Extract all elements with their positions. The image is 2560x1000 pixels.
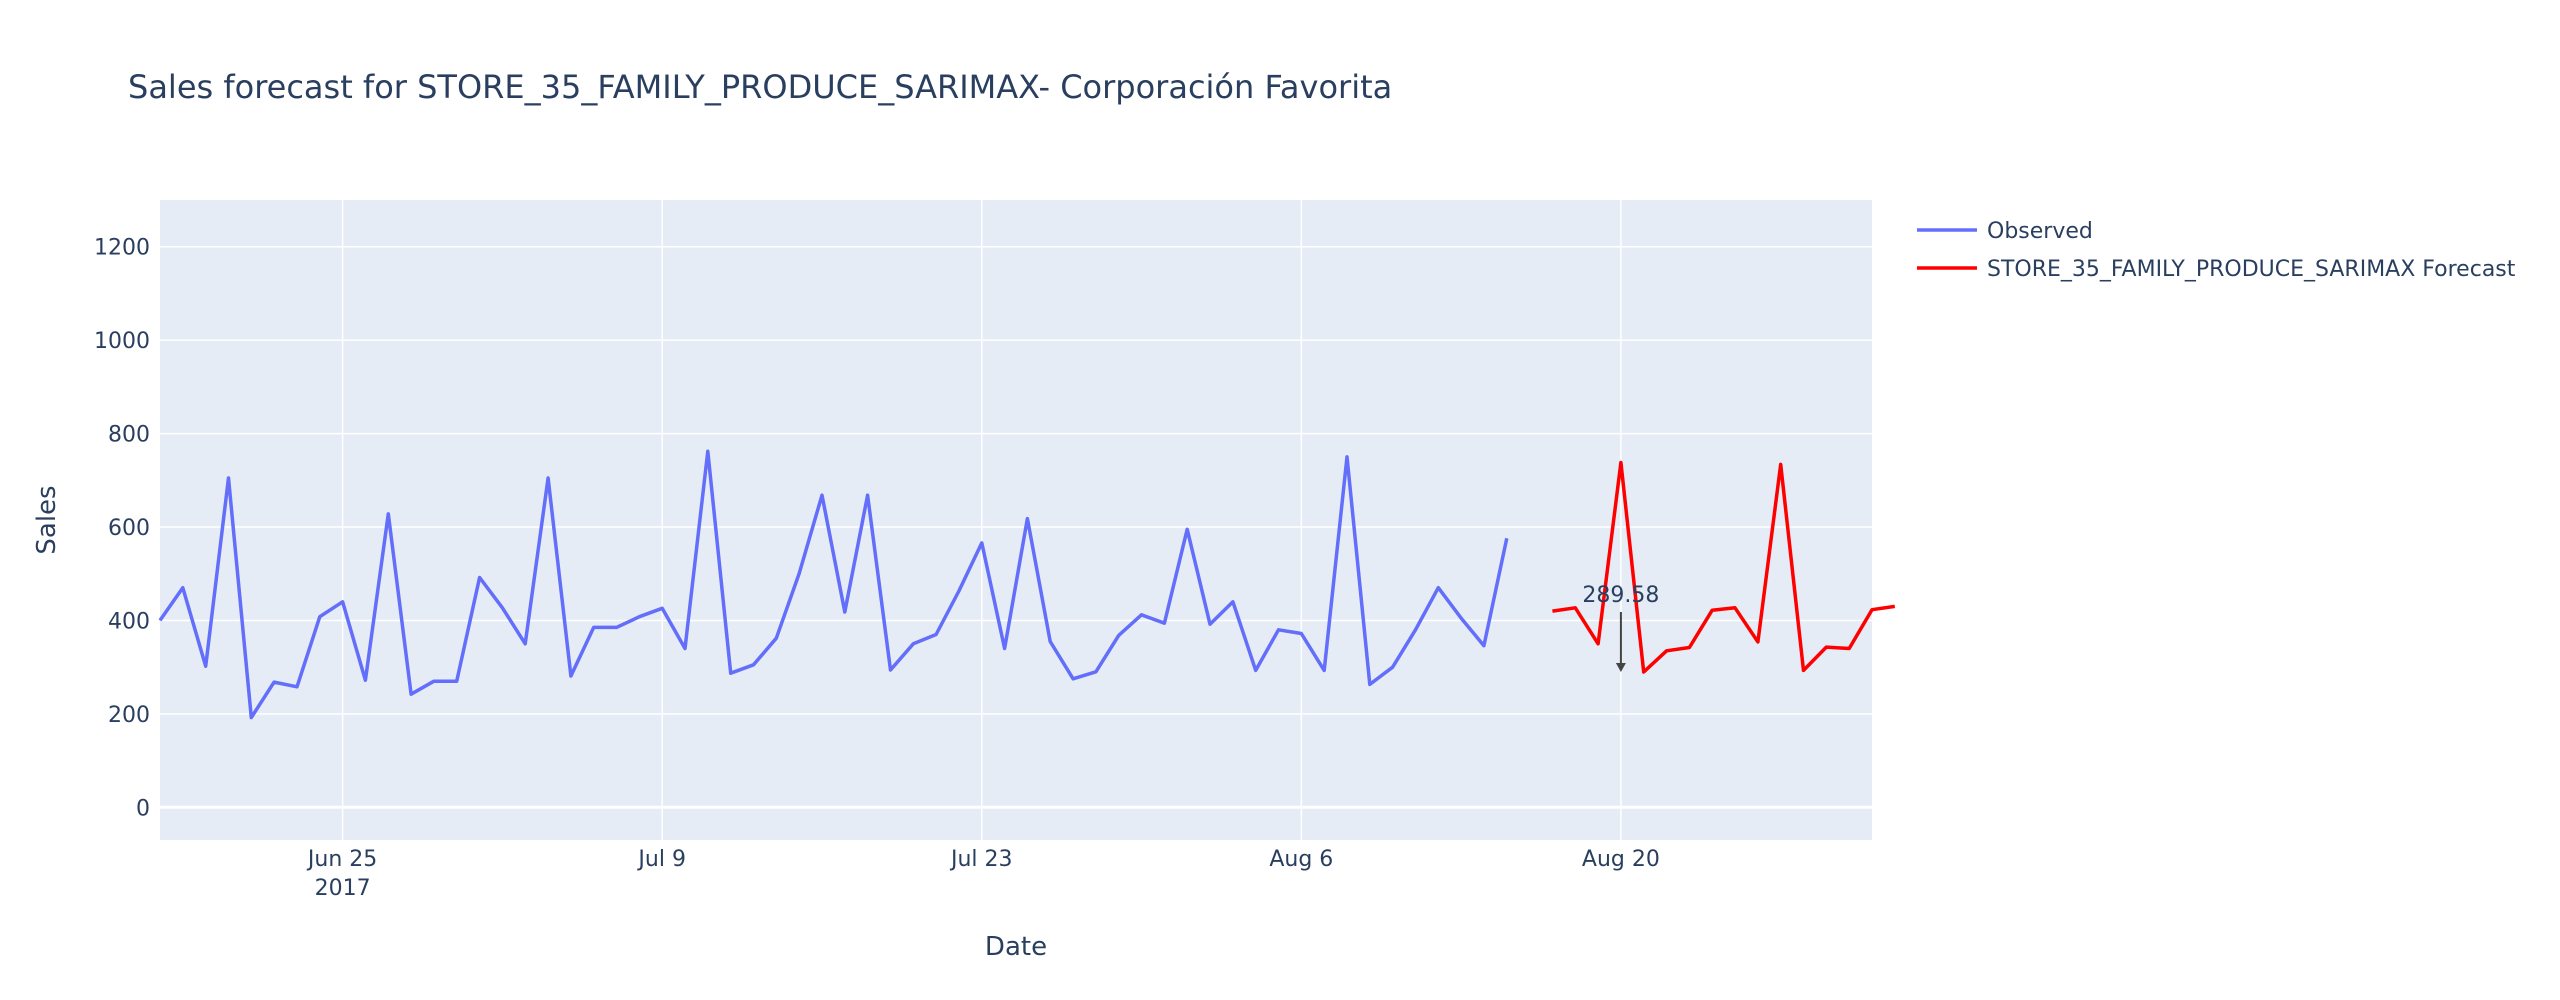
x-tick-label: Jul 23: [949, 847, 1013, 872]
series-lines: [158, 449, 1896, 720]
legend-label: STORE_35_FAMILY_PRODUCE_SARIMAX Forecast: [1987, 257, 2516, 282]
plot-background: [160, 200, 1872, 840]
x-tick-label: Jul 9: [636, 847, 686, 872]
legend-label: Observed: [1987, 219, 2093, 244]
y-tick-label: 800: [108, 423, 150, 448]
x-tick-labels: Jun 25 2017 Jul 9 Jul 23 Aug 6 Aug 20: [306, 847, 1660, 901]
y-tick-label: 1200: [94, 236, 150, 261]
y-tick-label: 1000: [94, 329, 150, 354]
y-tick-labels: 0 200 400 600 800 1000 1200: [94, 236, 150, 822]
annotation-arrowhead: [1615, 663, 1626, 673]
annotation-label: 289.58: [1582, 583, 1659, 608]
x-tick-label: Aug 6: [1269, 847, 1333, 872]
y-axis-title: Sales: [32, 485, 62, 554]
y-tick-label: 0: [136, 796, 150, 821]
y-tick-label: 200: [108, 703, 150, 728]
forecast-line: [1552, 460, 1896, 674]
x-axis-title: Date: [985, 932, 1047, 962]
legend-item[interactable]: Observed: [1917, 219, 2093, 244]
chart-title: Sales forecast for STORE_35_FAMILY_PRODU…: [128, 68, 1392, 106]
gridlines: [160, 200, 1872, 840]
x-tick-label: Aug 20: [1582, 847, 1660, 872]
annotations: 289.58: [1582, 583, 1659, 673]
y-tick-label: 400: [108, 609, 150, 634]
legend[interactable]: Observed STORE_35_FAMILY_PRODUCE_SARIMAX …: [1917, 219, 2516, 282]
observed-line: [158, 449, 1509, 720]
legend-item[interactable]: STORE_35_FAMILY_PRODUCE_SARIMAX Forecast: [1917, 257, 2516, 282]
y-tick-label: 600: [108, 516, 150, 541]
x-tick-sublabel: 2017: [315, 876, 371, 901]
x-tick-label: Jun 25: [306, 847, 377, 872]
